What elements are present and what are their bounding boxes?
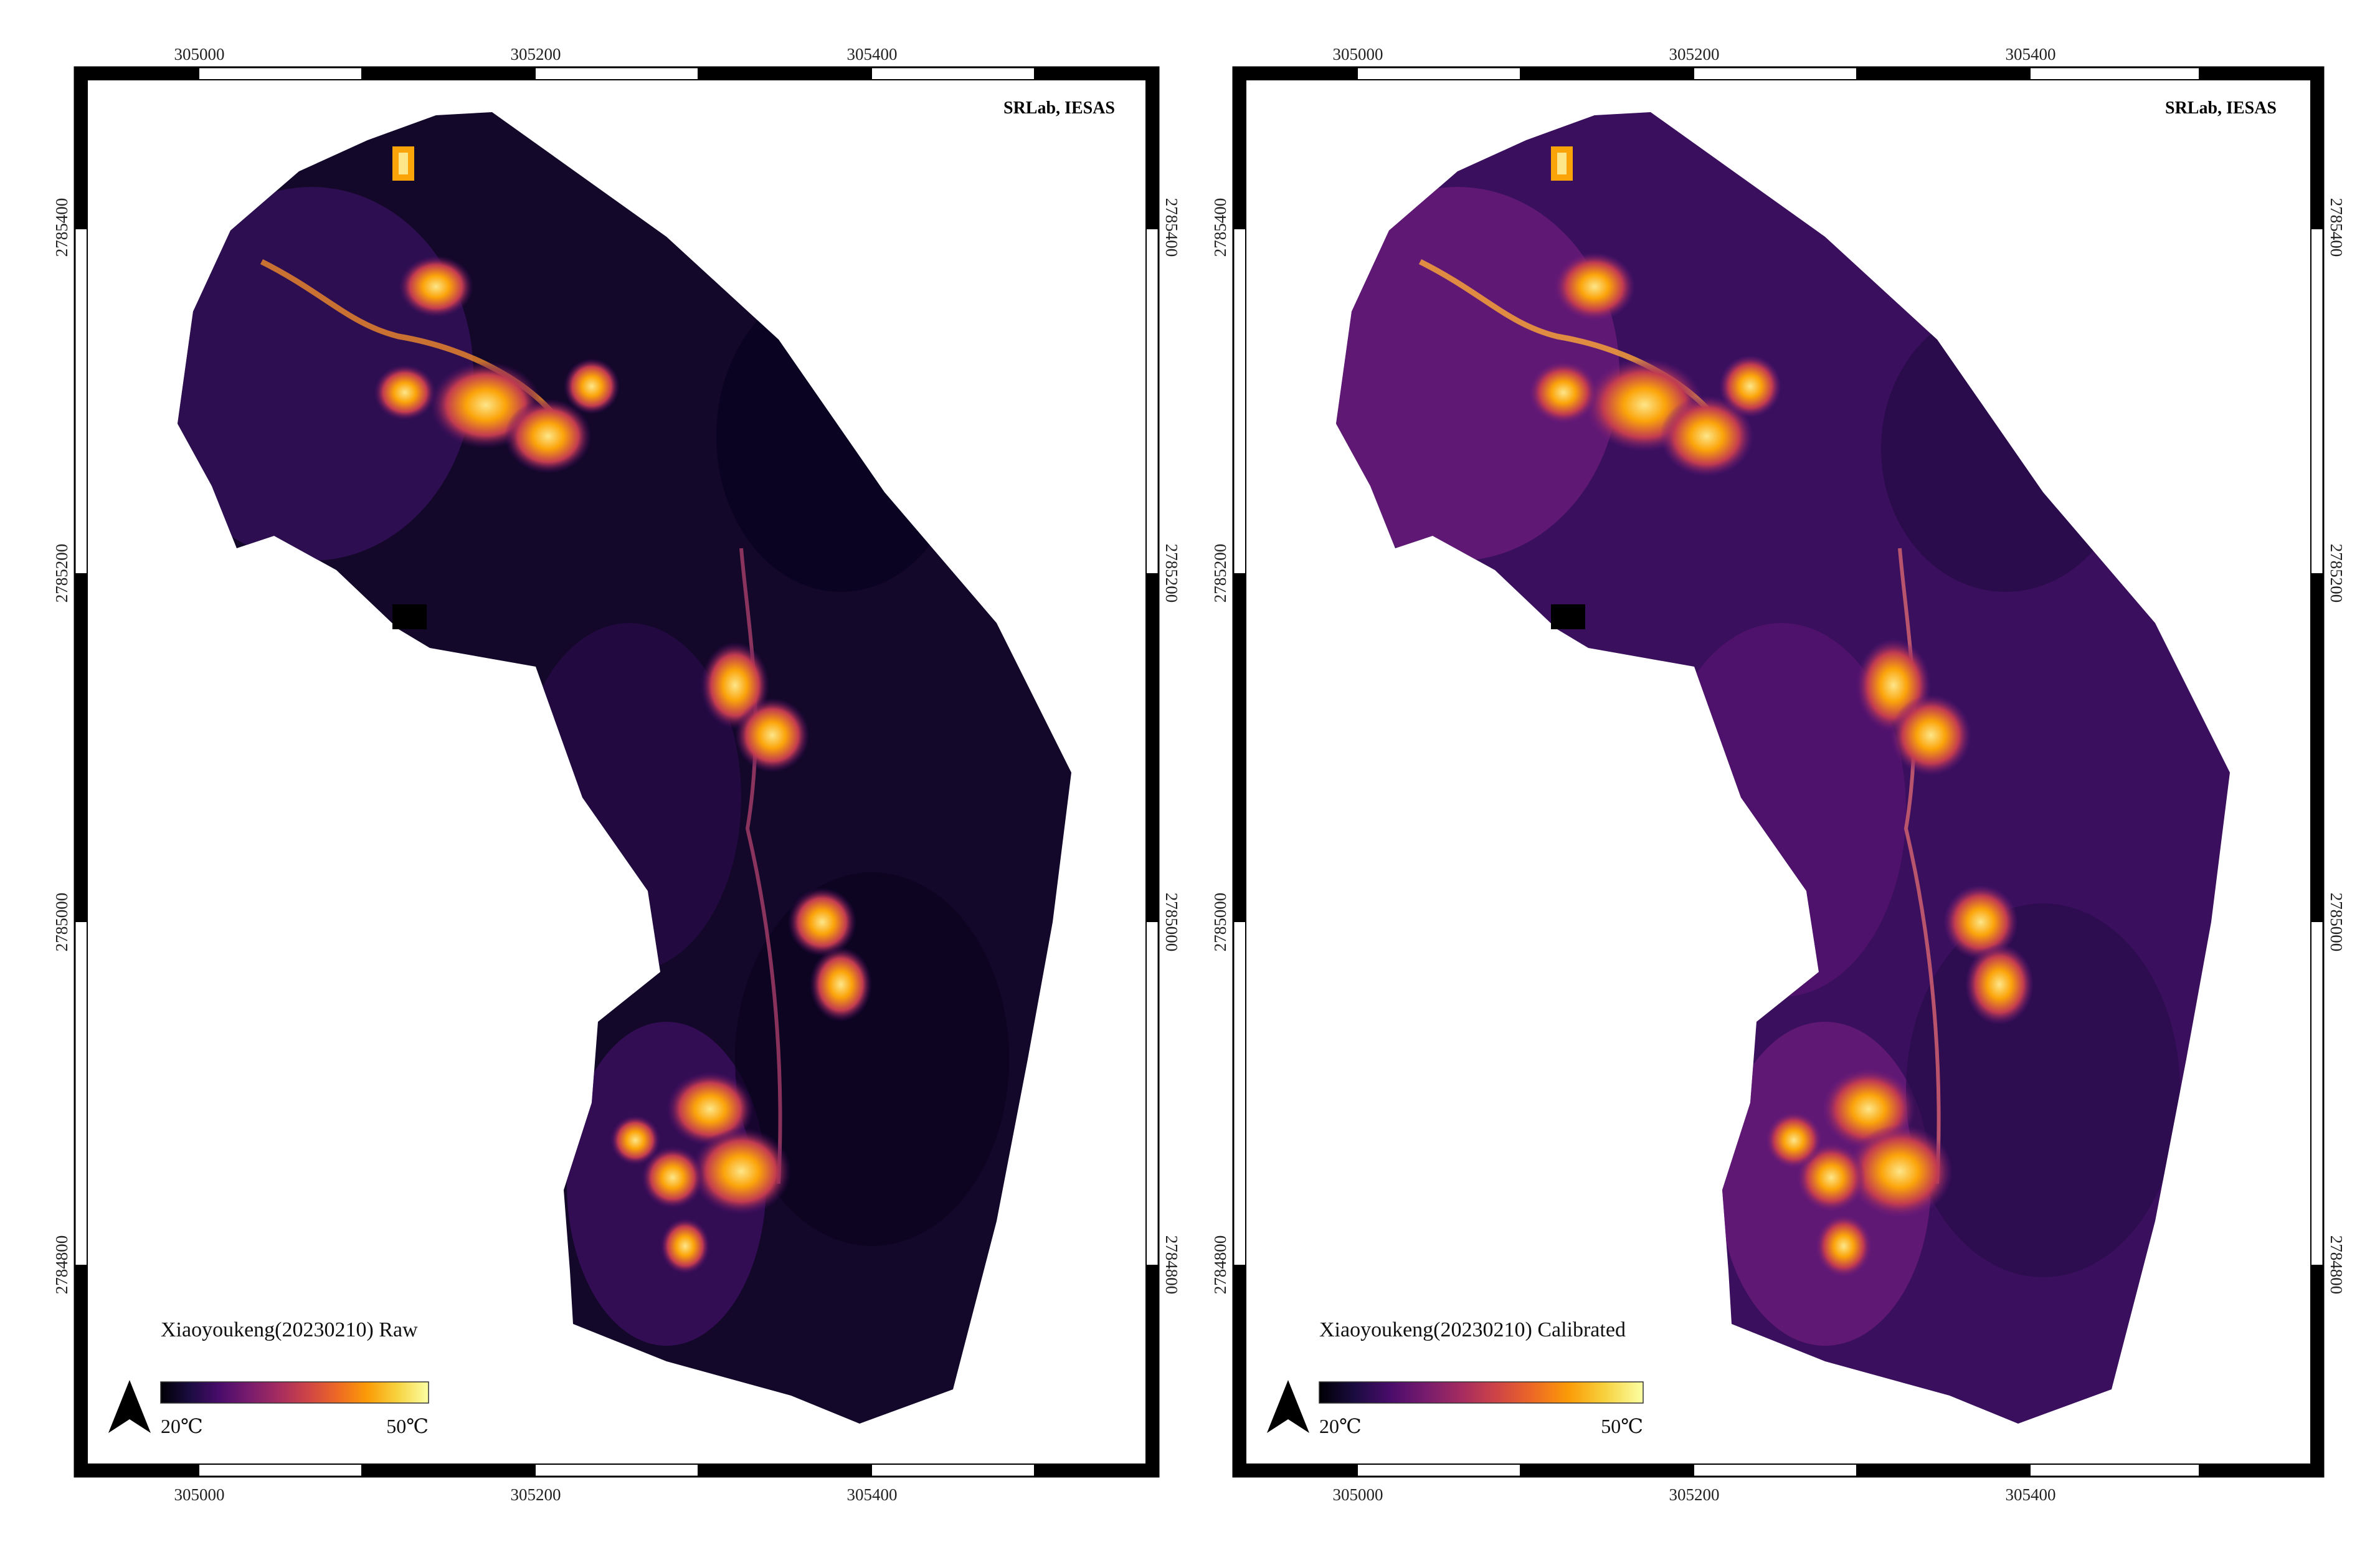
- map-title: Xiaoyoukeng(20230210) Calibrated: [1319, 1318, 1626, 1341]
- y-tick-left-1: 2785400: [1211, 198, 1230, 257]
- raw-thermal-map-panel: 305000 305200 305400 305000 305200 30540…: [52, 45, 1181, 1504]
- north-arrow-icon: [108, 1380, 151, 1433]
- x-tick-top-2: 305200: [511, 45, 561, 64]
- y-tick-right-4: 2784800: [1162, 1235, 1181, 1295]
- y-tick-left-3: 2785000: [1211, 893, 1230, 952]
- x-tick-bottom-1: 305000: [174, 1485, 225, 1504]
- calibrated-thermal-map-panel: 305000 305200 305400 305000 305200 30540…: [1190, 0, 2379, 1542]
- y-tick-right-1: 2785400: [2327, 198, 2346, 257]
- y-tick-left-3: 2785000: [52, 893, 71, 952]
- x-tick-bottom-2: 305200: [511, 1485, 561, 1504]
- y-tick-left-2: 2785200: [1211, 544, 1230, 603]
- frame-scale-bars: [1233, 67, 2323, 1477]
- x-tick-bottom-2: 305200: [1669, 1485, 1720, 1504]
- color-legend-bar: [160, 1381, 429, 1404]
- map-credit: SRLab, IESAS: [2165, 98, 2277, 118]
- legend-min-label: 20℃: [1319, 1415, 1362, 1437]
- x-tick-bottom-1: 305000: [1333, 1485, 1383, 1504]
- y-tick-right-3: 2785000: [1162, 893, 1181, 952]
- y-tick-left-1: 2785400: [52, 198, 71, 257]
- map-credit: SRLab, IESAS: [1003, 98, 1115, 118]
- calibrated-thermal-map: 305000 305200 305400 305000 305200 30540…: [1211, 45, 2346, 1504]
- x-tick-bottom-3: 305400: [847, 1485, 898, 1504]
- x-tick-top-1: 305000: [174, 45, 225, 64]
- frame-scale-bars: [75, 67, 1159, 1477]
- color-legend-bar: [1319, 1381, 1644, 1404]
- x-tick-top-2: 305200: [1669, 45, 1720, 64]
- legend-min-label: 20℃: [161, 1415, 203, 1437]
- y-tick-right-4: 2784800: [2327, 1235, 2346, 1295]
- nodata-patch: [392, 604, 427, 629]
- y-tick-right-2: 2785200: [1162, 544, 1181, 603]
- raw-thermal-map: 305000 305200 305400 305000 305200 30540…: [52, 45, 1181, 1504]
- legend-max-label: 50℃: [1601, 1415, 1643, 1437]
- y-tick-right-1: 2785400: [1162, 198, 1181, 257]
- y-tick-left-4: 2784800: [1211, 1235, 1230, 1295]
- x-tick-top-3: 305400: [847, 45, 898, 64]
- y-tick-left-2: 2785200: [52, 544, 71, 603]
- y-tick-right-3: 2785000: [2327, 893, 2346, 952]
- legend-max-label: 50℃: [386, 1415, 429, 1437]
- north-arrow-icon: [1267, 1380, 1309, 1433]
- y-tick-right-2: 2785200: [2327, 544, 2346, 603]
- x-tick-top-1: 305000: [1333, 45, 1383, 64]
- x-tick-top-3: 305400: [2006, 45, 2056, 64]
- nodata-patch: [1551, 604, 1585, 629]
- map-title: Xiaoyoukeng(20230210) Raw: [161, 1318, 418, 1341]
- thermal-mosaic: [1336, 112, 2230, 1424]
- x-tick-bottom-3: 305400: [2006, 1485, 2056, 1504]
- y-tick-left-4: 2784800: [52, 1235, 71, 1295]
